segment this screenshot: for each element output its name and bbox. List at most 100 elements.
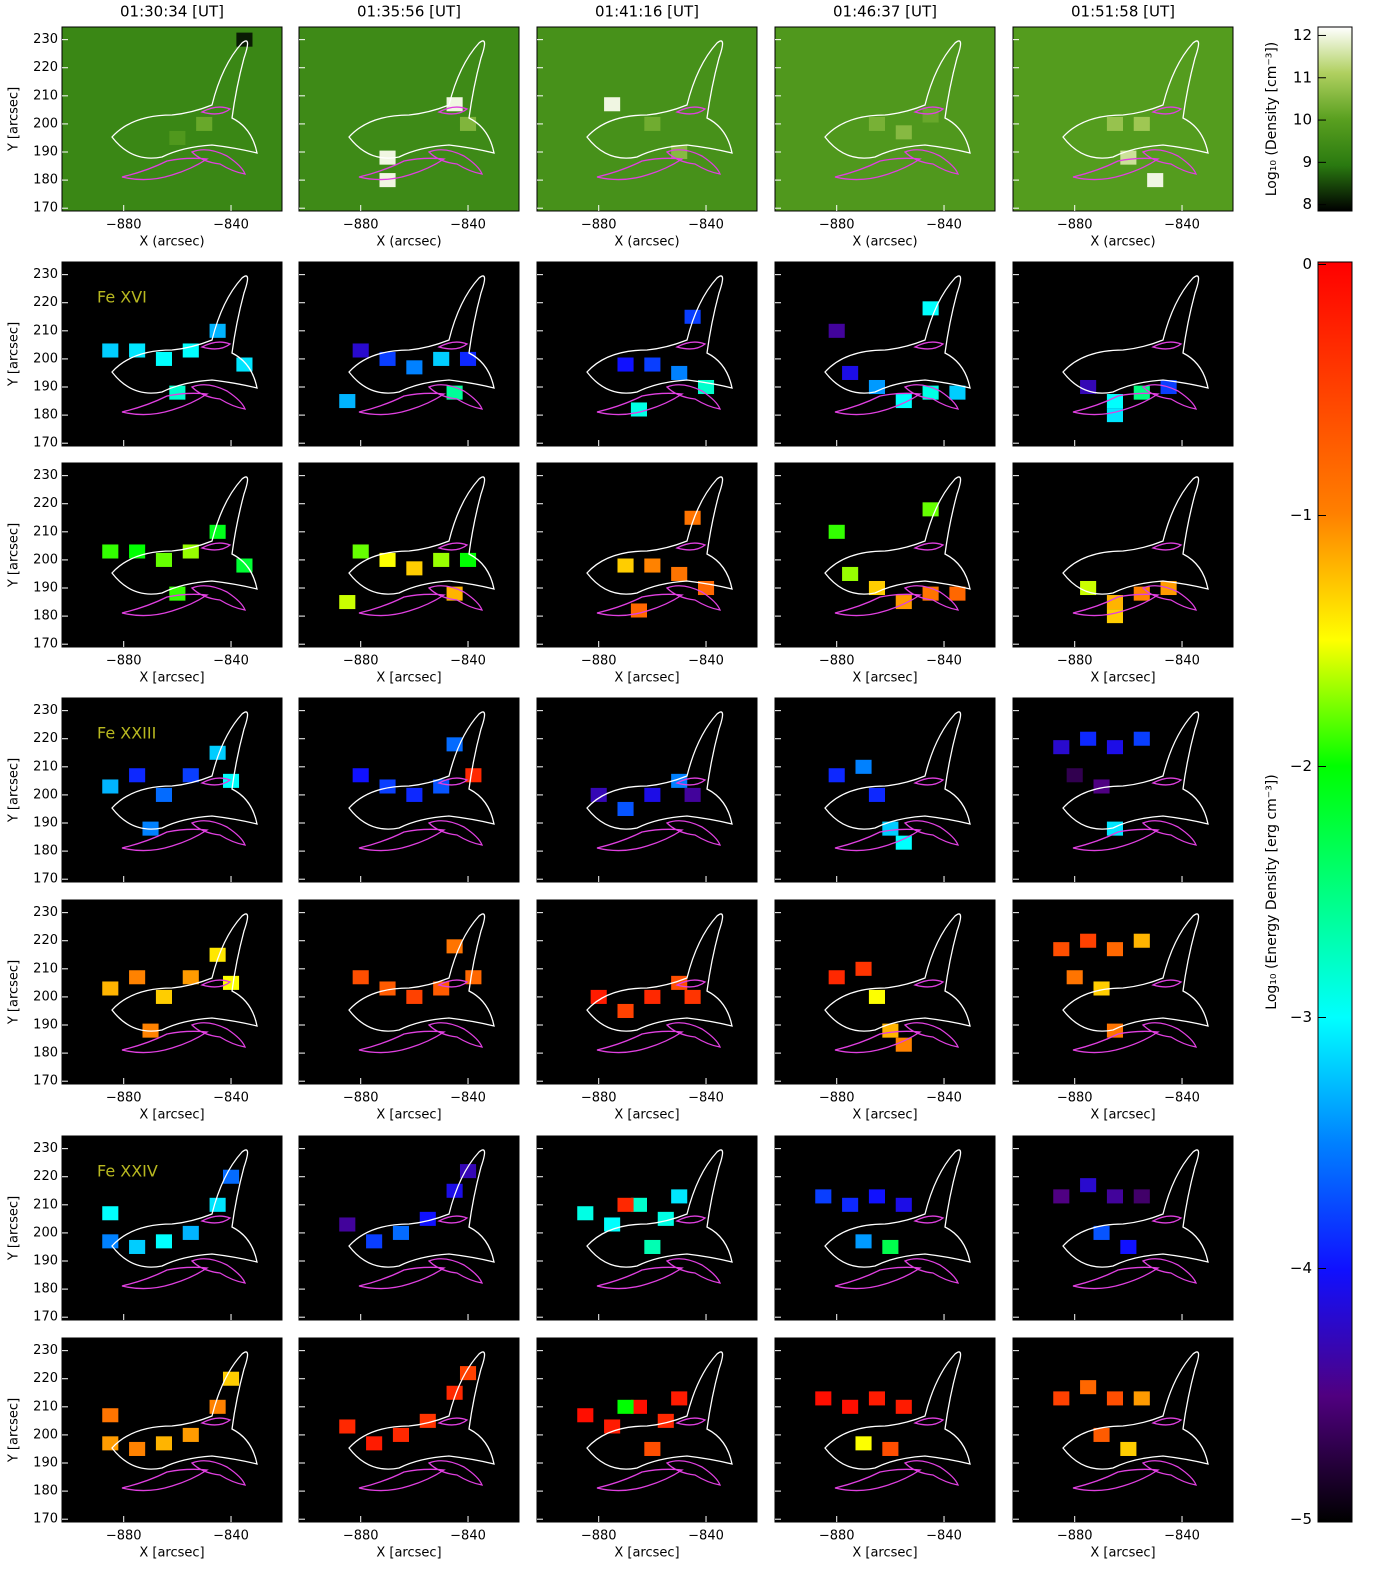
map-pixel: [1080, 379, 1097, 395]
x-tick-label: −840: [450, 1091, 486, 1106]
panel: [1012, 899, 1234, 1085]
map-pixel: [392, 1427, 409, 1442]
x-tick-label: −880: [1057, 1529, 1093, 1544]
contour-white: [111, 711, 258, 830]
panel: [774, 899, 996, 1085]
x-tick-label: −840: [213, 1091, 249, 1106]
panel-frame: [774, 697, 996, 883]
x-tick-label: −880: [581, 1091, 617, 1106]
map-pixel: [617, 1197, 634, 1212]
map-pixel: [209, 524, 226, 539]
map-pixel: [1053, 1189, 1070, 1204]
contour-white: [348, 711, 495, 830]
map-pixel: [895, 835, 912, 850]
panel-frame: [774, 1135, 996, 1321]
panel-frame: [1012, 462, 1234, 648]
contour-white: [586, 275, 733, 394]
map-pixel: [182, 544, 199, 559]
contour-white: [1062, 1351, 1209, 1470]
map-pixel: [1080, 731, 1097, 746]
map-pixel: [433, 552, 450, 567]
x-tick-label: −880: [106, 1091, 142, 1106]
panel-frame: [298, 1135, 520, 1321]
map-pixel: [882, 1239, 899, 1254]
y-tick-label: 180: [33, 408, 58, 423]
panel-background: [537, 1338, 757, 1522]
panel: [61, 261, 283, 447]
map-pixel: [1120, 1441, 1137, 1456]
contour-magenta: [1072, 341, 1198, 416]
map-pixel: [868, 379, 885, 395]
y-tick-label: 180: [33, 173, 58, 188]
y-tick-label: 180: [33, 1484, 58, 1499]
y-tick-label: 170: [33, 201, 58, 216]
panel: [536, 26, 758, 212]
map-pixel: [182, 768, 199, 783]
contour-white: [586, 1351, 733, 1470]
map-pixel: [102, 1408, 119, 1423]
map-pixel: [1053, 740, 1070, 755]
map-pixel: [671, 566, 688, 581]
x-tick-label: −880: [819, 1529, 855, 1544]
map-pixel: [1093, 1225, 1110, 1240]
y-tick-label: 220: [33, 60, 58, 75]
panel-frame: [61, 1135, 283, 1321]
map-pixel: [1093, 779, 1110, 794]
x-axis-label: X [arcsec]: [376, 671, 441, 686]
x-tick-label: −840: [1164, 218, 1200, 233]
panel-frame: [774, 261, 996, 447]
panel-frame: [61, 1337, 283, 1523]
panel-background: [775, 262, 995, 446]
map-pixel: [1133, 1391, 1150, 1406]
panel: [61, 899, 283, 1085]
map-pixel: [1080, 580, 1097, 596]
x-axis-label: X [arcsec]: [852, 1108, 917, 1123]
panel: [1012, 1135, 1234, 1321]
map-pixel: [604, 97, 621, 112]
x-tick-label: −840: [688, 218, 724, 233]
map-pixel: [209, 745, 226, 760]
map-pixel: [379, 552, 396, 567]
y-axis-label: Y [arcsec]: [7, 322, 22, 387]
map-pixel: [577, 1408, 594, 1423]
x-tick-label: −880: [1057, 1091, 1093, 1106]
panel: [1012, 26, 1234, 212]
map-pixel: [209, 323, 226, 338]
y-tick-label: 230: [33, 1343, 58, 1358]
map-pixel: [1133, 116, 1150, 131]
panel-background: [775, 1136, 995, 1320]
colorbar-tick-label: −3: [1290, 1008, 1312, 1026]
map-pixel: [129, 1441, 146, 1456]
map-pixel: [644, 116, 661, 131]
map-pixel: [630, 1197, 647, 1212]
map-pixel: [1106, 942, 1123, 957]
y-tick-label: 220: [33, 496, 58, 511]
y-tick-label: 200: [33, 989, 58, 1004]
panel-frame: [61, 26, 283, 212]
map-pixel: [630, 402, 647, 417]
map-pixel: [644, 1441, 661, 1456]
map-pixel: [465, 768, 482, 783]
map-pixel: [155, 787, 172, 802]
map-pixel: [465, 970, 482, 985]
y-tick-label: 190: [33, 1018, 58, 1033]
contour-white: [348, 1149, 495, 1268]
panel: [1012, 697, 1234, 883]
panel-background: [775, 463, 995, 647]
contour-magenta: [834, 1417, 960, 1492]
panel: [536, 1337, 758, 1523]
y-tick-label: 220: [33, 295, 58, 310]
panel-frame: [298, 899, 520, 1085]
panel: [298, 1337, 520, 1523]
panel: [61, 26, 283, 212]
map-pixel: [1080, 933, 1097, 948]
panel-frame: [298, 26, 520, 212]
map-pixel: [446, 1183, 463, 1198]
map-pixel: [1080, 1178, 1097, 1193]
panel-frame: [536, 1337, 758, 1523]
panel: [1012, 1337, 1234, 1523]
map-pixel: [828, 323, 845, 338]
map-pixel: [644, 989, 661, 1004]
map-pixel: [1093, 981, 1110, 996]
